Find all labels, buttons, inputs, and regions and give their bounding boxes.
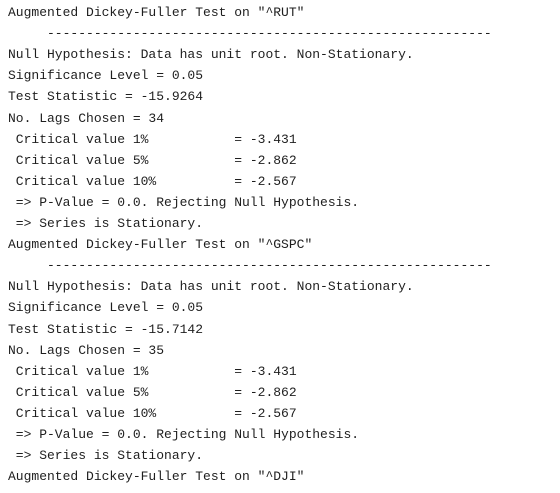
console-line: Augmented Dickey-Fuller Test on "^DJI" — [8, 469, 305, 485]
console-line: Augmented Dickey-Fuller Test on "^RUT" — [8, 5, 305, 20]
console-line: ----------------------------------------… — [8, 258, 492, 274]
console-line: No. Lags Chosen = 35 — [8, 342, 165, 358]
console-line: Critical value 1% = -3.431 — [8, 131, 297, 147]
console-line: Critical value 5% = -2.862 — [8, 384, 297, 400]
console-line: Critical value 1% = -3.431 — [8, 363, 297, 379]
console-line: Test Statistic = -15.9264 — [8, 89, 204, 105]
console-line: => P-Value = 0.0. Rejecting Null Hypothe… — [8, 427, 360, 442]
console-line: Critical value 5% = -2.862 — [8, 152, 297, 168]
console-line: Null Hypothesis: Data has unit root. Non… — [8, 47, 414, 63]
console-line: Test Statistic = -15.7142 — [8, 321, 204, 337]
console-line: ----------------------------------------… — [8, 26, 492, 42]
console-line: Significance Level = 0.05 — [8, 300, 204, 316]
console-line: Augmented Dickey-Fuller Test on "^GSPC" — [8, 237, 313, 253]
console-line: Critical value 10% = -2.567 — [8, 405, 297, 421]
console-line: No. Lags Chosen = 34 — [8, 110, 165, 126]
console-line: => P-Value = 0.0. Rejecting Null Hypothe… — [8, 194, 360, 210]
console-line: => Series is Stationary. — [8, 216, 204, 231]
console-line: Critical value 10% = -2.567 — [8, 173, 297, 189]
console-line: Significance Level = 0.05 — [8, 68, 204, 84]
console-line: => Series is Stationary. — [8, 448, 204, 464]
console-line: Null Hypothesis: Data has unit root. Non… — [8, 279, 414, 295]
